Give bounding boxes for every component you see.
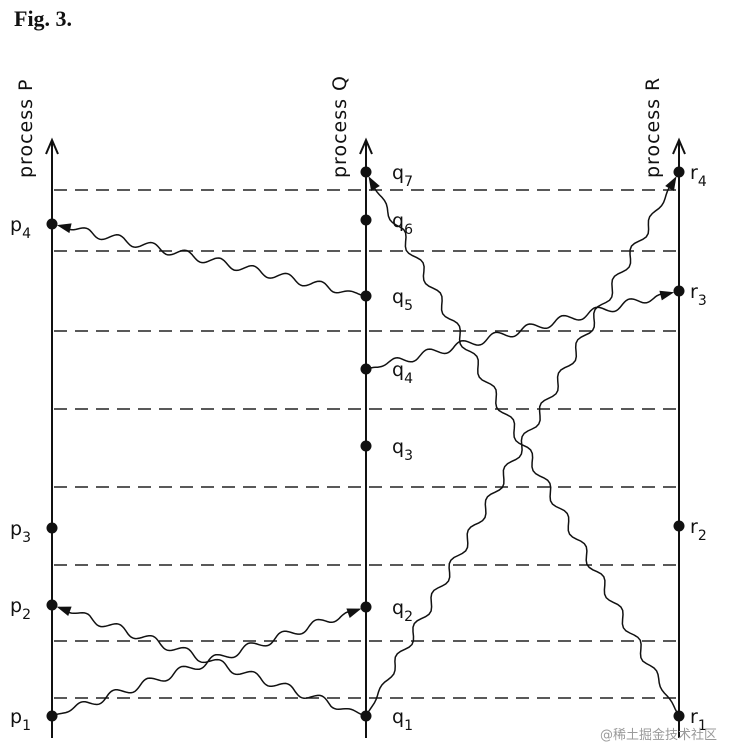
event-dot-r2 (673, 520, 685, 532)
event-label-r2: r2 (690, 516, 707, 544)
process-label-r: process R (642, 77, 664, 178)
event-label-p1: p1 (10, 706, 31, 734)
event-dot-r4 (673, 166, 685, 178)
process-arrow-r (672, 137, 686, 155)
message-arrows (55, 176, 678, 716)
event-label-q7: q7 (392, 162, 413, 190)
event-label-p3: p3 (10, 518, 31, 546)
event-dot-p4 (46, 218, 58, 230)
event-dot-q3 (360, 440, 372, 452)
process-lines (45, 137, 686, 738)
event-label-r4: r4 (690, 162, 707, 190)
message-arrowhead-q4-to-r3 (659, 290, 675, 301)
figure-title: Fig. 3. (14, 6, 73, 31)
event-label-q4: q4 (392, 359, 413, 387)
process-arrow-q (359, 137, 373, 155)
event-label-q3: q3 (392, 436, 413, 464)
message-q1-to-p2 (58, 606, 363, 716)
watermark: @稀土掘金技术社区 (599, 728, 717, 743)
process-arrow-p (45, 137, 59, 155)
event-dot-r1 (673, 710, 685, 722)
event-dot-q2 (360, 601, 372, 613)
message-arrowhead-q1-to-r4 (665, 176, 677, 191)
message-q4-to-r3 (369, 291, 673, 369)
message-r1-to-q7 (368, 177, 678, 713)
message-arrowhead-q5-to-p4 (56, 223, 72, 234)
event-label-p4: p4 (10, 214, 31, 242)
event-label-q5: q5 (392, 286, 413, 314)
event-label-p2: p2 (10, 595, 31, 623)
message-arrowhead-r1-to-q7 (368, 176, 380, 191)
event-label-q1: q1 (392, 706, 413, 734)
process-label-p: process P (15, 78, 37, 178)
event-dot-q7 (360, 166, 372, 178)
event-dot-q1 (360, 710, 372, 722)
event-dot-p2 (46, 599, 58, 611)
event-dot-r3 (673, 285, 685, 297)
message-arrowhead-p1-to-q2 (346, 608, 362, 618)
event-label-q2: q2 (392, 597, 413, 625)
event-dot-q4 (360, 363, 372, 375)
event-dots (46, 166, 685, 722)
process-label-q: process Q (329, 75, 351, 178)
event-dot-q6 (360, 214, 372, 226)
event-dot-p1 (46, 710, 58, 722)
event-dot-q5 (360, 290, 372, 302)
labels: process P process Q process R p1 p2 p3 p4 q1 q2 q… (10, 75, 707, 734)
event-dot-p3 (46, 522, 58, 534)
message-arrowhead-q1-to-p2 (56, 606, 72, 616)
event-label-r3: r3 (690, 281, 707, 309)
event-label-q6: q6 (392, 210, 413, 238)
message-q5-to-p4 (58, 224, 363, 296)
